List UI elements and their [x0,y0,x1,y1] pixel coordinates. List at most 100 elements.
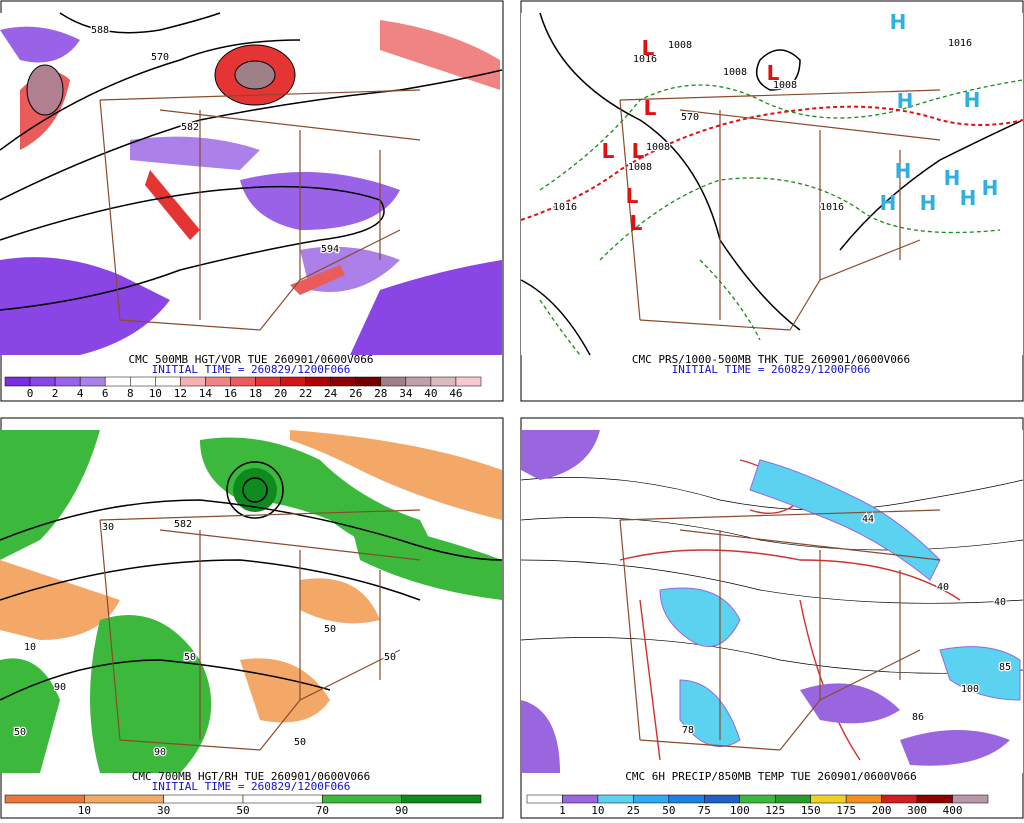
colorbar-segment [952,794,989,804]
colorbar-label: 28 [374,387,387,400]
contour-label: 10 [24,642,36,653]
colorbar-label: 24 [324,387,338,400]
colorbar-label: 10 [149,387,162,400]
colorbar-segment [633,794,670,804]
colorbar-segment [668,794,705,804]
contour-label: 50 [294,737,306,748]
colorbar-label: 200 [872,804,892,817]
pressure-center: H [944,166,961,190]
contour-label: 1016 [820,202,844,213]
colorbar-label: 30 [157,804,170,817]
colorbar-label: 4 [77,387,84,400]
colorbar-label: 150 [801,804,821,817]
contour-label: 78 [682,725,694,736]
colorbar-label: 6 [102,387,109,400]
pressure-center: H [890,10,907,34]
colorbar-label: 40 [424,387,437,400]
colorbar-segment [405,376,432,387]
colorbar-segment [810,794,847,804]
colorbar-segment [84,794,164,804]
contour-label: 50 [184,652,196,663]
contour-label: 85 [999,662,1011,673]
panel-title: CMC 700MB HGT/RH TUE 260901/0600V066 [132,770,370,783]
colorbar-segment [330,376,356,387]
panel-title: CMC PRS/1000-500MB THK TUE 260901/0600V0… [632,353,910,366]
panel-title: CMC 6H PRECIP/850MB TEMP TUE 260901/0600… [625,770,916,783]
colorbar-segment [155,376,181,387]
colorbar-segment [4,376,31,387]
colorbar-label: 90 [395,804,408,817]
colorbar-segment [280,376,306,387]
colorbar-segment [845,794,882,804]
contour-label: 1016 [948,38,972,49]
pressure-center: L [644,96,657,120]
colorbar-label: 25 [627,804,640,817]
contour-label: 44 [862,514,874,525]
colorbar-segment [205,376,231,387]
colorbar-label: 175 [836,804,856,817]
colorbar-segment [916,794,953,804]
pressure-center: H [897,89,914,113]
colorbar-label: 18 [249,387,262,400]
colorbar-label: 2 [52,387,59,400]
pressure-center: H [982,176,999,200]
contour-label: 1008 [628,162,652,173]
colorbar-label: 1 [559,804,566,817]
colorbar-label: 50 [662,804,675,817]
colorbar-segment [526,794,563,804]
colorbar-segment [163,794,244,804]
colorbar-segment [355,376,382,387]
map-pressure [520,12,1024,356]
colorbar-segment [104,376,131,387]
colorbar-label: 75 [698,804,711,817]
colorbar-label: 70 [316,804,329,817]
contour-label: 1008 [646,142,670,153]
colorbar-label: 400 [943,804,963,817]
colorbar-segment [29,376,56,387]
contour-label: 50 [324,624,336,635]
pressure-center: L [630,211,643,235]
colorbar-segment [597,794,634,804]
contour-label: 1016 [553,202,577,213]
map-700mb [0,430,503,773]
colorbar-segment [130,376,156,387]
pressure-center: L [602,139,615,163]
colorbar-segment [54,376,81,387]
pressure-center: H [895,159,912,183]
colorbar-label: 20 [274,387,287,400]
colorbar-label: 16 [224,387,237,400]
contour-label: 582 [174,519,192,530]
contour-label: 594 [321,244,339,255]
colorbar-label: 10 [78,804,91,817]
colorbar-label: 22 [299,387,312,400]
contour-label: 30 [102,522,114,533]
colorbar-label: 26 [349,387,362,400]
contour-label: 86 [912,712,924,723]
colorbar-label: 0 [27,387,34,400]
colorbar-segment [79,376,106,387]
colorbar-label: 300 [907,804,927,817]
colorbar-segment [255,376,281,387]
initial-time: INITIAL TIME = 260829/1200F066 [152,780,351,793]
colorbar-label: 8 [127,387,134,400]
pressure-center: L [632,139,645,163]
contour-label: 570 [681,112,699,123]
colorbar-label: 50 [236,804,249,817]
colorbar-segment [562,794,599,804]
contour-label: 100 [961,684,979,695]
initial-time: INITIAL TIME = 260829/1200F066 [672,363,871,376]
colorbar-segment [455,376,482,387]
colorbar-segment [322,794,402,804]
contour-label: 50 [14,727,26,738]
map-500mb [0,12,503,355]
contour-label: 1016 [633,54,657,65]
contour-label: 50 [384,652,396,663]
colorbar-label: 10 [591,804,604,817]
colorbar-segment [430,376,457,387]
colorbar-label: 46 [449,387,462,400]
colorbar-segment [704,794,741,804]
pressure-center: H [964,88,981,112]
contour-label: 40 [937,582,949,593]
colorbar-segment [305,376,331,387]
